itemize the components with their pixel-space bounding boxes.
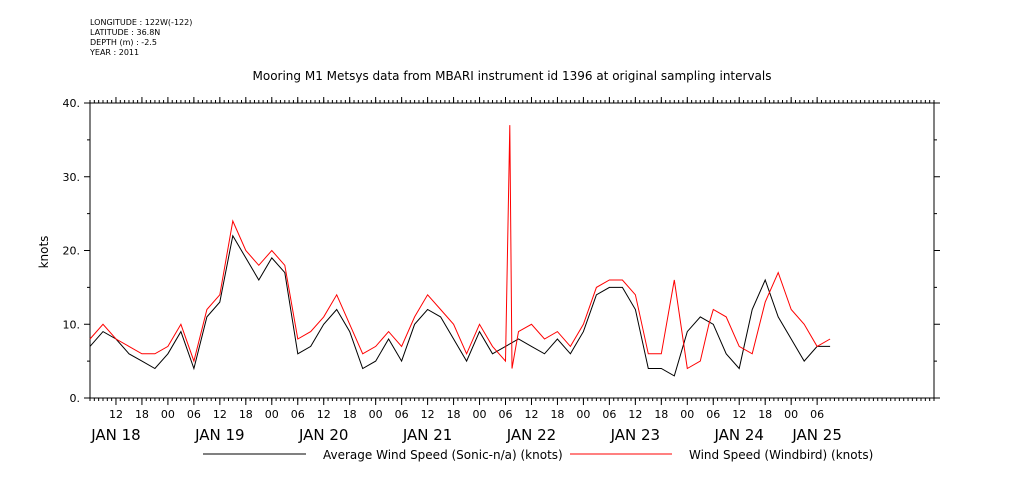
x-day-label: JAN 18 bbox=[90, 426, 141, 444]
x-hour-label: 12 bbox=[732, 408, 746, 421]
x-hour-label: 12 bbox=[317, 408, 331, 421]
x-hour-label: 12 bbox=[109, 408, 123, 421]
y-tick-label: 40. bbox=[63, 97, 81, 110]
x-day-label: JAN 22 bbox=[506, 426, 557, 444]
x-hour-label: 06 bbox=[706, 408, 720, 421]
y-axis-label: knots bbox=[37, 236, 51, 269]
latitude-text: LATITUDE : 36.8N bbox=[90, 28, 161, 37]
x-hour-label: 00 bbox=[784, 408, 798, 421]
x-hour-label: 18 bbox=[550, 408, 564, 421]
longitude-text: LONGITUDE : 122W(-122) bbox=[90, 18, 193, 27]
depth-text: DEPTH (m) : -2.5 bbox=[90, 38, 157, 47]
legend: Average Wind Speed (Sonic-n/a) (knots) Wi… bbox=[203, 448, 873, 462]
x-hour-label: 00 bbox=[680, 408, 694, 421]
series-layer bbox=[89, 125, 831, 377]
x-hour-label: 12 bbox=[213, 408, 227, 421]
x-hour-label: 00 bbox=[576, 408, 590, 421]
x-hour-label: 06 bbox=[602, 408, 616, 421]
y-tick-label: 0. bbox=[70, 392, 81, 405]
year-text: YEAR : 2011 bbox=[90, 48, 140, 57]
x-hour-label: 18 bbox=[654, 408, 668, 421]
x-hour-label: 18 bbox=[135, 408, 149, 421]
x-day-label: JAN 19 bbox=[194, 426, 245, 444]
x-hour-label: 12 bbox=[421, 408, 435, 421]
x-day-label: JAN 23 bbox=[610, 426, 661, 444]
legend-label-windbird: Wind Speed (Windbird) (knots) bbox=[689, 448, 873, 462]
x-hour-label: 00 bbox=[473, 408, 487, 421]
series-line-average-wind-speed bbox=[89, 234, 831, 377]
x-hour-label: 06 bbox=[291, 408, 305, 421]
axis-ticks: 0. 10. 20. 30. 40. 12 18 00 06 12 18 00 06 12 18 00 06 12… bbox=[63, 97, 940, 444]
x-hour-label: 12 bbox=[628, 408, 642, 421]
x-hour-label: 00 bbox=[161, 408, 175, 421]
x-hour-label: 00 bbox=[265, 408, 279, 421]
metadata-block: LONGITUDE : 122W(-122) LATITUDE : 36.8N … bbox=[90, 18, 192, 58]
x-hour-label: 00 bbox=[369, 408, 383, 421]
x-hour-label: 06 bbox=[810, 408, 824, 421]
x-hour-label: 18 bbox=[447, 408, 461, 421]
x-day-label: JAN 20 bbox=[298, 426, 349, 444]
legend-label-average: Average Wind Speed (Sonic-n/a) (knots) bbox=[323, 448, 563, 462]
x-hour-label: 18 bbox=[758, 408, 772, 421]
x-hour-label: 12 bbox=[524, 408, 538, 421]
y-tick-label: 30. bbox=[63, 171, 81, 184]
x-hour-label: 18 bbox=[343, 408, 357, 421]
x-day-label: JAN 21 bbox=[402, 426, 453, 444]
y-tick-label: 10. bbox=[63, 318, 81, 331]
x-hour-label: 18 bbox=[239, 408, 253, 421]
x-day-label: JAN 25 bbox=[791, 426, 842, 444]
x-hour-label: 06 bbox=[187, 408, 201, 421]
series-line-windbird-wind-speed bbox=[89, 125, 831, 370]
x-hour-label: 06 bbox=[395, 408, 409, 421]
x-hour-label: 06 bbox=[499, 408, 513, 421]
chart-title: Mooring M1 Metsys data from MBARI instru… bbox=[253, 69, 772, 83]
x-day-label: JAN 24 bbox=[713, 426, 764, 444]
y-tick-label: 20. bbox=[63, 245, 81, 258]
